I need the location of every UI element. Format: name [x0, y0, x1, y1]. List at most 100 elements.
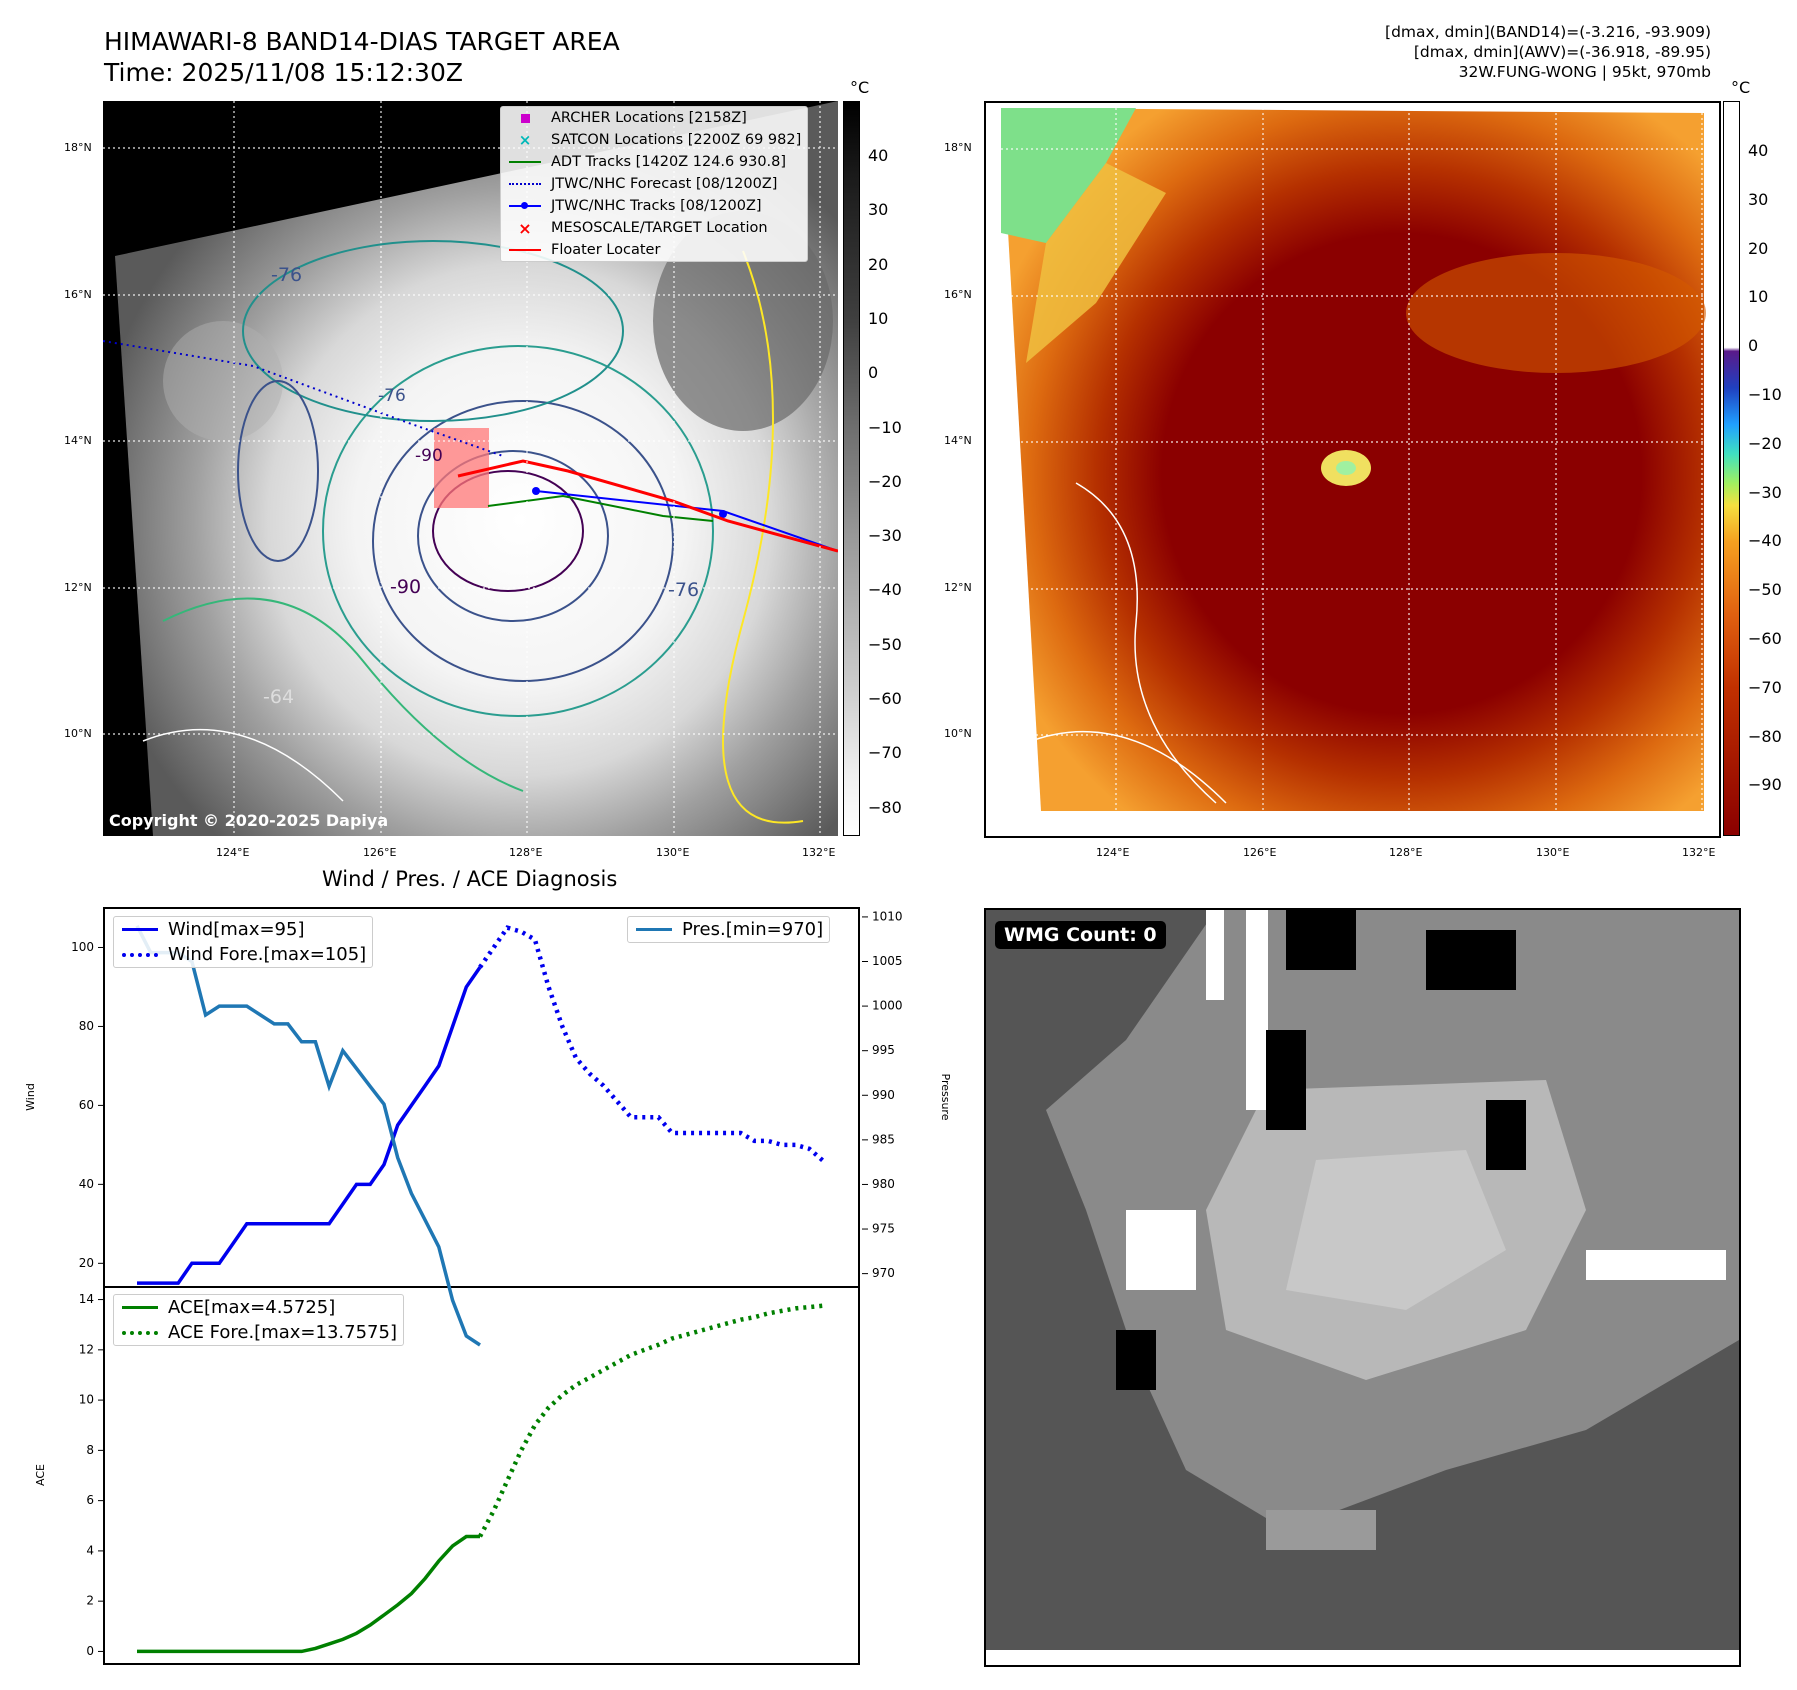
awv-map-panel[interactable] — [984, 101, 1721, 838]
lat-label: 12°N — [64, 581, 92, 594]
contour-label: -76 — [271, 264, 302, 286]
colorbar-tick: 20 — [1748, 238, 1769, 258]
legend-label: Wind[max=95] — [168, 919, 305, 940]
pressure-axis-label: Pressure — [939, 1074, 952, 1121]
lon-label: 126°E — [363, 846, 397, 859]
colorbar-tick: −20 — [1748, 433, 1782, 453]
ace-tick-label: 4 — [86, 1543, 94, 1557]
colorbar-tick: −40 — [1748, 531, 1782, 551]
lat-label: 16°N — [64, 288, 92, 301]
pressure-tick-label: 995 — [872, 1043, 895, 1057]
ace-series-group — [137, 1303, 824, 1654]
colorbar-tick: 10 — [868, 308, 889, 328]
legend-label: Pres.[min=970] — [682, 919, 824, 940]
legend-item: JTWC/NHC Forecast [08/1200Z] — [501, 173, 807, 195]
ace-tick-label: 2 — [86, 1594, 94, 1608]
info-line-1: [dmax, dmin](BAND14)=(-3.216, -93.909) — [1385, 23, 1711, 41]
colorbar-tick: 0 — [1748, 336, 1759, 356]
pressure-tick-label: 985 — [872, 1132, 895, 1146]
legend-item: ARCHER Locations [2158Z] — [501, 107, 807, 129]
legend-wind-fore-line — [120, 952, 160, 957]
legend-item: ADT Tracks [1420Z 124.6 930.8] — [501, 151, 807, 173]
legend-label: MESOSCALE/TARGET Location — [551, 220, 768, 236]
pressure-tick-label: 1005 — [872, 954, 903, 968]
legend-floater-line — [507, 249, 543, 251]
ace-tick-label: 8 — [86, 1443, 94, 1457]
lon-label: 124°E — [216, 846, 250, 859]
legend-item: ACE[max=4.5725] — [114, 1295, 403, 1320]
legend-archer-marker — [507, 113, 543, 123]
title-line-2: Time: 2025/11/08 15:12:30Z — [104, 58, 463, 87]
colorbar-tick: 30 — [1748, 189, 1769, 209]
legend-label: SATCON Locations [2200Z 69 982] — [551, 132, 802, 148]
lat-label: 12°N — [944, 581, 972, 594]
title-line-1: HIMAWARI-8 BAND14-DIAS TARGET AREA — [104, 27, 620, 56]
pressure-tick-label: 990 — [872, 1088, 895, 1102]
chart-tick-labels: 1008060402010101005100099599098598097597… — [71, 909, 902, 1658]
legend-label: Wind Fore.[max=105] — [168, 944, 367, 965]
colorbar-tick: −90 — [1748, 775, 1782, 795]
colorbar-tick: −70 — [1748, 677, 1782, 697]
colorbar-tick: 0 — [868, 363, 879, 383]
colorbar-tick: −40 — [868, 580, 902, 600]
legend-pressure-line — [634, 928, 674, 931]
colorbar-tick: −80 — [868, 797, 902, 817]
lon-label: 124°E — [1096, 846, 1130, 859]
colorbar-tick: 30 — [868, 200, 889, 220]
colorbar-tick: −60 — [868, 689, 902, 708]
legend-ace-line — [120, 1306, 160, 1309]
legend-label: ACE Fore.[max=13.7575] — [168, 1322, 397, 1343]
lon-label: 128°E — [509, 846, 543, 859]
ace-tick-label: 12 — [79, 1342, 94, 1356]
wind-legend: Wind[max=95] Wind Fore.[max=105] — [113, 916, 374, 968]
lon-label: 130°E — [1536, 846, 1570, 859]
colorbar-tick: −20 — [868, 471, 902, 491]
diagnosis-title: Wind / Pres. / ACE Diagnosis — [322, 867, 618, 891]
legend-label: JTWC/NHC Tracks [08/1200Z] — [551, 198, 762, 214]
colorbar-tick: −50 — [1748, 580, 1782, 600]
wind-forecast-line — [478, 925, 825, 1163]
wind-tick-label: 40 — [79, 1177, 94, 1191]
legend-label: JTWC/NHC Forecast [08/1200Z] — [551, 176, 778, 192]
wmg-panel[interactable] — [984, 908, 1741, 1667]
lon-label: 130°E — [656, 846, 690, 859]
colorbar-tick: −30 — [1748, 482, 1782, 502]
lat-label: 18°N — [64, 141, 92, 154]
wind-axis-label: Wind — [24, 1083, 37, 1111]
legend-forecast-line — [507, 183, 543, 185]
legend-wind-line — [120, 928, 160, 931]
legend-item: Wind[max=95] — [114, 917, 372, 942]
legend-tracks-line — [507, 202, 543, 209]
figure-title: HIMAWARI-8 BAND14-DIAS TARGET AREA Time:… — [104, 26, 620, 88]
colorbar-tick: −60 — [1748, 629, 1782, 648]
lat-label: 16°N — [944, 288, 972, 301]
contour-label: -90 — [390, 576, 421, 598]
colorbar-tick: 20 — [868, 254, 889, 274]
legend-label: ADT Tracks [1420Z 124.6 930.8] — [551, 154, 787, 170]
awv-imagery — [986, 103, 1719, 836]
legend-ace-fore-line — [120, 1330, 160, 1335]
ace-legend: ACE[max=4.5725] ACE Fore.[max=13.7575] — [113, 1294, 404, 1346]
wind-line — [137, 966, 482, 1285]
ace-axes — [103, 1286, 860, 1665]
legend-label: ACE[max=4.5725] — [168, 1297, 336, 1318]
lon-label: 128°E — [1389, 846, 1423, 859]
legend-item: Floater Locater — [501, 239, 807, 261]
band14-map-panel[interactable]: -76 -90 -76 -64 -90 -76 ARCHER Locations… — [103, 101, 838, 836]
map-legend: ARCHER Locations [2158Z] × SATCON Locati… — [500, 106, 809, 262]
colorbar-unit: °C — [850, 78, 870, 97]
pressure-legend: Pres.[min=970] — [627, 916, 831, 943]
wind-tick-label: 20 — [79, 1256, 94, 1270]
pressure-series-group — [135, 925, 481, 1347]
wind-series-group — [137, 925, 825, 1285]
legend-target-marker: × — [518, 218, 532, 238]
pressure-tick-label: 975 — [872, 1222, 895, 1236]
colorbar-tick: −80 — [1748, 726, 1782, 746]
colorbar-tick: −70 — [868, 743, 902, 763]
colorbar-tick: −50 — [868, 634, 902, 654]
wmg-imagery — [986, 910, 1739, 1665]
lat-label: 18°N — [944, 141, 972, 154]
pressure-tick-label: 1000 — [872, 999, 903, 1013]
info-line-3: 32W.FUNG-WONG | 95kt, 970mb — [1458, 63, 1711, 81]
ace-forecast-line — [478, 1303, 824, 1538]
